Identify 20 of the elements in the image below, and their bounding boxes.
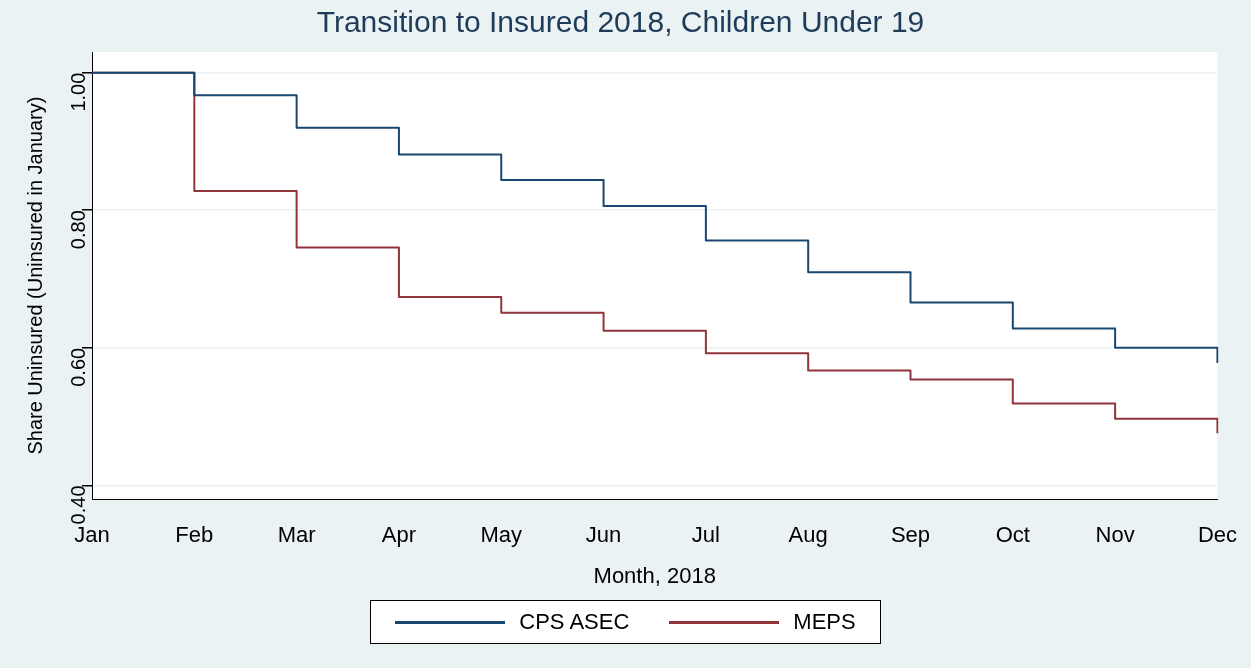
- x-tick-label: Feb: [175, 522, 214, 548]
- x-tick-label: Nov: [1095, 522, 1135, 548]
- x-tick-label: Jul: [691, 522, 720, 548]
- y-tick-label: 1.00: [66, 72, 89, 112]
- x-tick-label: May: [480, 522, 523, 548]
- x-tick-label: Apr: [381, 522, 417, 548]
- chart-title: Transition to Insured 2018, Children Under 19: [316, 5, 925, 39]
- x-tick-label: Mar: [277, 522, 316, 548]
- x-axis-title: Month, 2018: [593, 562, 716, 588]
- x-tick-label: Aug: [788, 522, 828, 548]
- x-tick-label: Sep: [890, 522, 931, 548]
- legend-label: MEPS: [793, 609, 856, 635]
- y-tick-label: 0.80: [66, 210, 89, 250]
- y-tick-label: 0.40: [66, 485, 89, 525]
- x-tick-label: Dec: [1197, 522, 1237, 548]
- x-tick-label: Jun: [585, 522, 622, 548]
- legend-label: CPS ASEC: [519, 609, 630, 635]
- y-tick-label: 0.60: [66, 347, 89, 387]
- x-tick-label: Oct: [995, 522, 1030, 548]
- y-axis-title: Share Uninsured (Uninsured in January): [23, 96, 46, 455]
